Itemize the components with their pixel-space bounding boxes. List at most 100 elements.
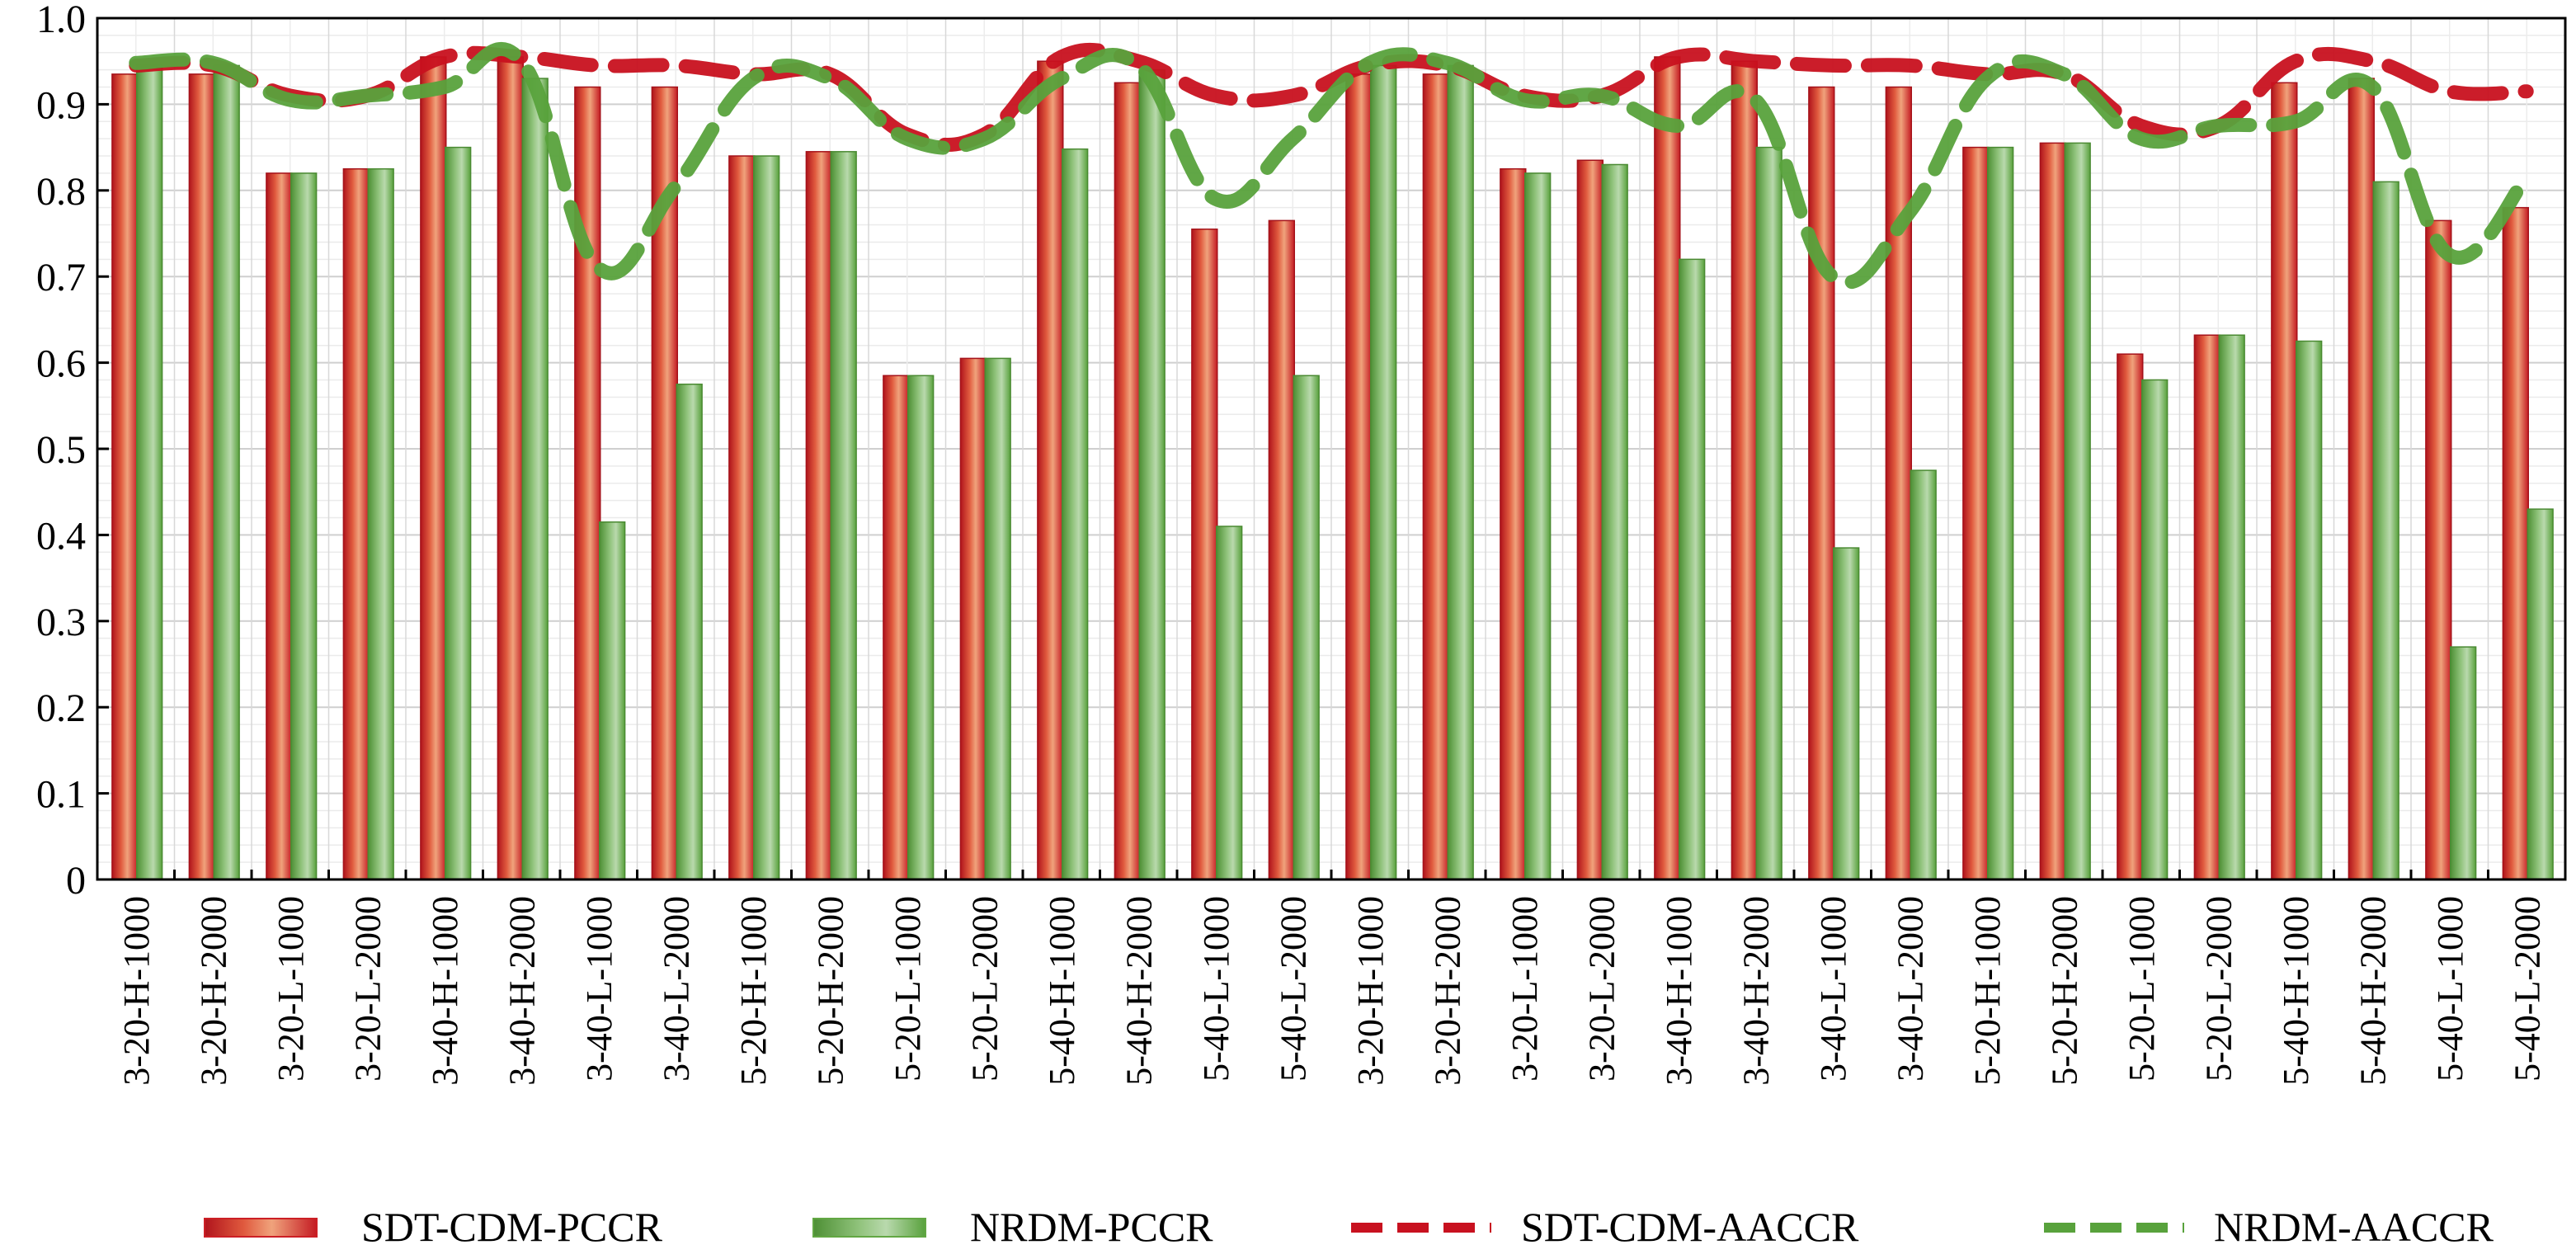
x-tick-label: 3-20-L-2000 bbox=[347, 896, 388, 1082]
x-tick-label: 5-40-L-1000 bbox=[1196, 896, 1236, 1082]
x-tick-label: 3-40-L-2000 bbox=[656, 896, 696, 1082]
bar-nrdm-pccr bbox=[1138, 68, 1166, 880]
bar-nrdm-pccr bbox=[1833, 547, 1860, 880]
bar-sdt-cdm-pccr bbox=[2425, 219, 2452, 880]
bar-sdt-cdm-pccr bbox=[1422, 73, 1450, 880]
x-tick-label: 3-20-H-2000 bbox=[1427, 896, 1467, 1086]
x-tick-label: 5-40-H-2000 bbox=[2352, 896, 2393, 1086]
bar-nrdm-pccr bbox=[2450, 646, 2477, 880]
legend: SDT-CDM-PCCR NRDM-PCCR SDT-CDM-AACCR NRDM-A… bbox=[204, 1204, 2494, 1250]
bar-nrdm-pccr bbox=[2296, 340, 2323, 880]
bar-nrdm-pccr bbox=[1447, 64, 1474, 880]
x-tick-label: 3-40-H-2000 bbox=[502, 896, 542, 1086]
bar-sdt-cdm-pccr bbox=[420, 56, 447, 880]
bar-sdt-cdm-pccr bbox=[2502, 206, 2530, 880]
y-tick-label: 0.7 bbox=[36, 256, 86, 299]
bar-sdt-cdm-pccr bbox=[1808, 86, 1835, 880]
bar-sdt-cdm-pccr bbox=[883, 375, 910, 880]
bar-nrdm-pccr bbox=[907, 375, 935, 880]
bar-nrdm-pccr bbox=[599, 521, 626, 880]
x-tick-label: 3-40-L-1000 bbox=[1813, 896, 1853, 1082]
bar-sdt-cdm-pccr bbox=[574, 86, 601, 880]
y-tick-label: 0.8 bbox=[36, 170, 86, 214]
bar-nrdm-pccr bbox=[1987, 146, 2014, 880]
legend-label: SDT-CDM-PCCR bbox=[361, 1204, 663, 1250]
y-tick-label: 0.6 bbox=[36, 342, 86, 386]
bar-sdt-cdm-pccr bbox=[1500, 167, 1527, 880]
line-nrdm-aaccr bbox=[129, 41, 2534, 290]
bar-nrdm-pccr bbox=[1910, 469, 1937, 880]
legend-label: NRDM-AACCR bbox=[2214, 1204, 2494, 1250]
bar-nrdm-pccr bbox=[1062, 148, 1089, 880]
x-tick-label: 3-20-H-1000 bbox=[1350, 896, 1391, 1086]
bar-sdt-cdm-pccr bbox=[1654, 56, 1681, 880]
x-tick-label: 3-20-H-2000 bbox=[193, 896, 233, 1086]
x-tick-label: 3-20-L-2000 bbox=[1581, 896, 1622, 1082]
x-tick-label: 5-40-H-2000 bbox=[1118, 896, 1159, 1086]
bar-sdt-cdm-pccr bbox=[1731, 60, 1759, 880]
bar-sdt-cdm-pccr bbox=[1962, 146, 1990, 880]
bar-sdt-cdm-pccr bbox=[805, 151, 833, 880]
bar-nrdm-pccr bbox=[984, 357, 1011, 880]
bar-sdt-cdm-pccr bbox=[497, 56, 525, 880]
y-tick-label: 0.5 bbox=[36, 428, 86, 472]
bar-sdt-cdm-pccr bbox=[342, 167, 370, 880]
x-tick-label: 3-40-H-1000 bbox=[1659, 896, 1699, 1086]
x-tick-label: 5-20-L-1000 bbox=[888, 896, 928, 1082]
x-tick-label: 5-40-L-1000 bbox=[2430, 896, 2470, 1082]
x-tick-label: 5-20-L-2000 bbox=[2198, 896, 2239, 1082]
bar-sdt-cdm-pccr bbox=[1191, 229, 1218, 880]
bar-sdt-cdm-pccr bbox=[1576, 159, 1604, 880]
y-tick-label: 0.2 bbox=[36, 686, 86, 730]
bar-nrdm-pccr bbox=[1216, 526, 1243, 880]
y-tick-label: 0 bbox=[66, 859, 86, 903]
line-sdt-cdm-aaccr bbox=[129, 42, 2534, 152]
bar-sdt-cdm-pccr bbox=[959, 357, 987, 880]
x-tick-label: 3-40-H-1000 bbox=[425, 896, 465, 1086]
x-tick-label: 3-20-H-1000 bbox=[116, 896, 157, 1086]
dashed-lines bbox=[129, 41, 2534, 290]
bar-sdt-cdm-pccr bbox=[111, 73, 139, 880]
bar-nrdm-pccr bbox=[521, 78, 549, 880]
bar-nrdm-pccr bbox=[2141, 379, 2169, 880]
x-tick-label: 5-40-H-1000 bbox=[1042, 896, 1082, 1086]
x-tick-label: 5-20-H-2000 bbox=[810, 896, 850, 1086]
x-tick-label: 3-20-L-1000 bbox=[1505, 896, 1545, 1082]
x-tick-label: 3-20-L-1000 bbox=[271, 896, 311, 1082]
y-tick-label: 0.3 bbox=[36, 601, 86, 644]
x-tick-label: 3-40-L-1000 bbox=[579, 896, 619, 1082]
x-tick-label: 5-40-L-2000 bbox=[2507, 896, 2547, 1082]
x-axis-ticks: 3-20-H-1000 3-20-H-2000 3-20-L-1000 3-20-L-… bbox=[96, 870, 2567, 1086]
bar-nrdm-pccr bbox=[2064, 142, 2091, 880]
bar-nrdm-pccr bbox=[1755, 146, 1782, 880]
bar-nrdm-pccr bbox=[367, 167, 394, 880]
x-tick-label: 5-20-H-1000 bbox=[733, 896, 774, 1086]
x-tick-label: 5-20-H-1000 bbox=[1967, 896, 2008, 1086]
y-tick-label: 0.4 bbox=[36, 514, 86, 558]
bar-nrdm-pccr bbox=[1524, 172, 1552, 880]
bar-sdt-cdm-pccr bbox=[2271, 82, 2298, 880]
bar-nrdm-pccr bbox=[213, 64, 240, 880]
x-tick-label: 5-40-L-2000 bbox=[1273, 896, 1313, 1082]
bar-nrdm-pccr bbox=[290, 172, 318, 880]
legend-label: SDT-CDM-AACCR bbox=[1521, 1204, 1859, 1250]
bar-nrdm-pccr bbox=[2527, 508, 2554, 880]
bar-sdt-cdm-pccr bbox=[728, 155, 756, 880]
x-tick-label: 5-20-H-2000 bbox=[2044, 896, 2084, 1086]
x-tick-label: 5-20-L-2000 bbox=[964, 896, 1005, 1082]
bar-sdt-cdm-pccr bbox=[1345, 73, 1373, 880]
bar-nrdm-pccr bbox=[753, 155, 780, 880]
bar-sdt-cdm-pccr bbox=[1037, 60, 1064, 880]
bar-nrdm-pccr bbox=[136, 64, 163, 880]
bar-sdt-cdm-pccr bbox=[2117, 353, 2144, 880]
bars bbox=[111, 56, 2554, 880]
x-tick-label: 5-40-H-1000 bbox=[2276, 896, 2316, 1086]
legend-label: NRDM-PCCR bbox=[970, 1204, 1213, 1250]
bar-sdt-cdm-pccr bbox=[2348, 78, 2376, 880]
y-axis-ticks: 0 0.1 0.2 0.3 0.4 0.5 0.6 0.7 0.8 0.9 1.0 bbox=[36, 0, 109, 903]
x-tick-label: 3-40-H-2000 bbox=[1735, 896, 1776, 1086]
x-tick-label: 3-40-L-2000 bbox=[1890, 896, 1930, 1082]
bar-nrdm-pccr bbox=[1293, 375, 1320, 880]
